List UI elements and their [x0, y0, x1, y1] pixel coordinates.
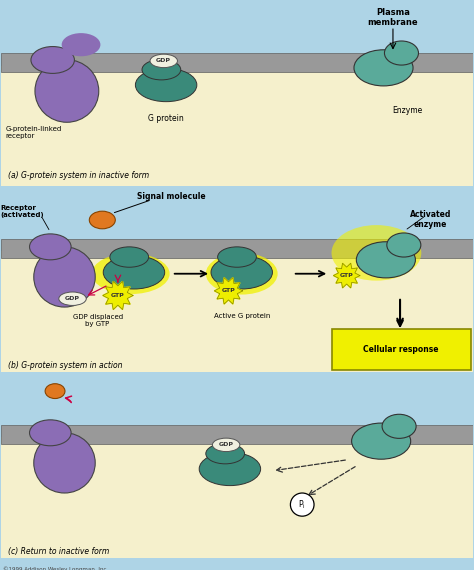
Ellipse shape	[387, 233, 421, 257]
Ellipse shape	[356, 242, 415, 278]
Text: Plasma
membrane: Plasma membrane	[368, 7, 418, 27]
Polygon shape	[333, 263, 360, 288]
Ellipse shape	[218, 247, 256, 267]
FancyBboxPatch shape	[0, 437, 474, 558]
Ellipse shape	[384, 41, 419, 65]
Polygon shape	[103, 282, 133, 310]
Text: GDP: GDP	[65, 296, 80, 301]
Ellipse shape	[211, 256, 273, 289]
Text: Cellular response: Cellular response	[363, 345, 439, 354]
Text: $\mathrm{P_i}$: $\mathrm{P_i}$	[298, 498, 306, 511]
Text: GTP: GTP	[111, 293, 125, 298]
FancyBboxPatch shape	[0, 251, 474, 372]
Ellipse shape	[31, 47, 74, 74]
Text: G-protein-linked
receptor: G-protein-linked receptor	[5, 126, 62, 139]
Ellipse shape	[29, 420, 71, 446]
Text: G protein: G protein	[148, 114, 184, 123]
Ellipse shape	[91, 253, 170, 294]
Ellipse shape	[382, 414, 416, 438]
Polygon shape	[214, 278, 243, 304]
Ellipse shape	[110, 247, 149, 267]
Ellipse shape	[212, 438, 240, 451]
Ellipse shape	[331, 225, 421, 280]
Text: GDP displaced
by GTP: GDP displaced by GTP	[73, 314, 123, 327]
Text: (a) G-protein system in inactive form: (a) G-protein system in inactive form	[8, 172, 149, 180]
Ellipse shape	[89, 211, 115, 229]
Ellipse shape	[206, 443, 245, 464]
Circle shape	[291, 493, 314, 516]
FancyBboxPatch shape	[0, 66, 474, 186]
Ellipse shape	[35, 60, 99, 123]
FancyBboxPatch shape	[0, 425, 474, 445]
Text: Receptor
(activated): Receptor (activated)	[0, 205, 45, 218]
Ellipse shape	[354, 50, 413, 86]
Text: Signal molecule: Signal molecule	[137, 192, 205, 201]
Ellipse shape	[34, 433, 95, 493]
Text: Activated
enzyme: Activated enzyme	[410, 210, 451, 229]
Ellipse shape	[59, 292, 86, 306]
Ellipse shape	[45, 384, 65, 398]
Ellipse shape	[136, 68, 197, 101]
FancyBboxPatch shape	[331, 329, 471, 369]
Text: (b) G-protein system in action: (b) G-protein system in action	[8, 361, 122, 369]
Ellipse shape	[34, 247, 95, 307]
Text: GTP: GTP	[222, 288, 236, 294]
Ellipse shape	[150, 54, 177, 68]
Ellipse shape	[103, 256, 164, 289]
Ellipse shape	[206, 253, 278, 295]
Text: Enzyme: Enzyme	[392, 106, 422, 115]
Text: (c) Return to inactive form: (c) Return to inactive form	[8, 547, 109, 556]
Ellipse shape	[142, 59, 181, 80]
Ellipse shape	[62, 33, 100, 56]
Ellipse shape	[199, 452, 261, 486]
Ellipse shape	[352, 423, 410, 459]
Text: GTP: GTP	[340, 273, 354, 278]
FancyBboxPatch shape	[0, 239, 474, 258]
Ellipse shape	[29, 234, 71, 260]
Text: GDP: GDP	[156, 58, 171, 63]
Text: ©1999 Addison Wesley Longman, Inc.: ©1999 Addison Wesley Longman, Inc.	[3, 566, 108, 570]
Text: Active G protein: Active G protein	[214, 312, 270, 319]
FancyBboxPatch shape	[0, 53, 474, 72]
Text: GDP: GDP	[219, 442, 234, 447]
